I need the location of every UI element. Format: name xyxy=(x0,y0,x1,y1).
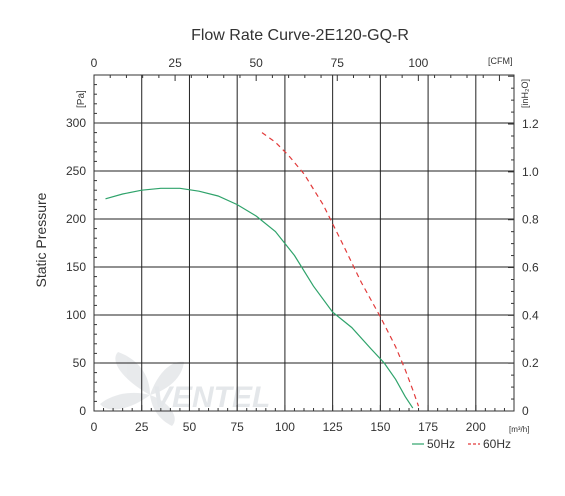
top-tick-label: 25 xyxy=(168,56,182,70)
x-axis-unit-bottom: [m³/h] xyxy=(509,425,529,434)
watermark-text: VENTEL xyxy=(152,381,270,414)
legend: 50Hz 60Hz xyxy=(412,437,511,451)
y-tick-label: 300 xyxy=(66,116,86,130)
y-tick-label: 50 xyxy=(73,356,87,370)
y-tick-label: 150 xyxy=(66,260,86,274)
top-tick-label: 75 xyxy=(331,56,345,70)
tick-marks xyxy=(93,74,515,412)
chart-title: Flow Rate Curve-2E120-GQ-R xyxy=(191,27,409,44)
y-tick-label: 100 xyxy=(66,308,86,322)
grid xyxy=(94,75,514,411)
y-tick-label: 200 xyxy=(66,212,86,226)
y-axis-label: Static Pressure xyxy=(33,192,49,287)
x-tick-label: 175 xyxy=(418,420,438,434)
right-tick-label: 0.4 xyxy=(522,308,539,322)
y-tick-label: 0 xyxy=(79,404,86,418)
legend-label-60hz: 60Hz xyxy=(483,437,511,451)
x-tick-label: 75 xyxy=(231,420,245,434)
right-tick-label: 0.2 xyxy=(522,356,539,370)
tick-labels: 0 25 50 75 100 125 150 175 200050100150200250300… xyxy=(66,56,539,434)
series-line-60hz xyxy=(261,132,420,407)
x-tick-label: 0 xyxy=(91,420,98,434)
series-line-50hz xyxy=(105,187,414,409)
top-tick-label: 0 xyxy=(91,56,98,70)
top-tick-label: 100 xyxy=(408,56,428,70)
y-axis-unit-right: [inH₂O] xyxy=(520,79,530,108)
y-axis-unit-left: [Pa] xyxy=(76,90,87,108)
plot-frame xyxy=(93,74,515,412)
x-tick-label: 200 xyxy=(466,420,486,434)
x-tick-label: 150 xyxy=(370,420,390,434)
right-tick-label: 1.2 xyxy=(522,117,539,131)
right-tick-label: 0.6 xyxy=(522,261,539,275)
right-tick-label: 0 xyxy=(522,404,529,418)
top-tick-label: 50 xyxy=(249,56,263,70)
right-tick-label: 1.0 xyxy=(522,165,539,179)
x-tick-label: 125 xyxy=(323,420,343,434)
y-tick-label: 250 xyxy=(66,164,86,178)
legend-label-50hz: 50Hz xyxy=(427,437,455,451)
x-tick-label: 25 xyxy=(135,420,149,434)
x-tick-label: 100 xyxy=(275,420,295,434)
right-tick-label: 0.8 xyxy=(522,213,539,227)
x-tick-label: 50 xyxy=(183,420,197,434)
series-group xyxy=(105,132,420,409)
x-axis-unit-top: [CFM] xyxy=(488,56,513,66)
